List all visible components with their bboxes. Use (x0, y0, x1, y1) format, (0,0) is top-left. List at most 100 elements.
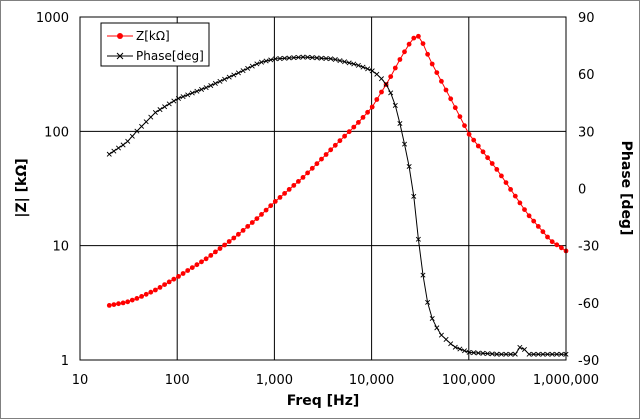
phase-data-point (203, 85, 209, 91)
z-data-point (471, 137, 477, 143)
right-y-tick-label: -60 (578, 297, 599, 312)
z-data-point (291, 183, 297, 188)
phase-data-point (258, 59, 265, 65)
phase-data-point (406, 163, 412, 169)
z-data-point (134, 296, 140, 301)
z-data-point (420, 41, 426, 46)
z-data-point (434, 70, 440, 75)
phase-data-point (471, 350, 477, 356)
z-data-point (213, 249, 218, 255)
left-y-tick-label: 100 (44, 125, 69, 140)
phase-data-point (545, 351, 551, 357)
z-data-point (300, 175, 306, 180)
phase-data-point (480, 350, 486, 356)
legend: Z[kΩ] Phase[deg] (100, 22, 210, 67)
z-data-point (508, 187, 513, 192)
phase-data-point (374, 71, 380, 77)
z-data-point (249, 220, 255, 225)
right-y-tick-label: -30 (578, 240, 599, 255)
phase-data-point (466, 349, 472, 355)
axis-labels: 10 100 1,000 10,000 100,000 1,000,00011010010… (36, 11, 599, 388)
phase-data-point (240, 68, 246, 74)
z-data-point (392, 65, 398, 71)
phase-data-point (318, 55, 325, 61)
phase-data-point (305, 54, 311, 60)
series-line-phase (109, 56, 566, 355)
z-data-point (480, 149, 486, 155)
phase-data-point (512, 351, 518, 357)
z-data-point (189, 265, 195, 270)
phase-data-point (452, 344, 458, 350)
phase-data-point (485, 351, 491, 357)
phase-data-point (498, 351, 504, 357)
z-data-point (517, 200, 523, 206)
plot-area-frame (79, 16, 567, 361)
phase-data-point (222, 76, 228, 82)
z-data-point (157, 285, 163, 290)
phase-data-point (231, 72, 237, 78)
right-y-tick-label: 90 (578, 11, 595, 26)
phase-data-point (351, 61, 357, 67)
z-data-point (429, 61, 435, 67)
z-data-point (365, 109, 370, 115)
legend-z-label: Z[kΩ] (136, 29, 170, 43)
phase-data-point (369, 68, 375, 74)
phase-data-point (143, 119, 149, 125)
phase-data-point (166, 101, 172, 107)
z-data-point (545, 234, 550, 240)
phase-data-point (194, 88, 200, 94)
z-data-point (245, 224, 251, 229)
z-data-point (559, 245, 564, 251)
phase-data-point (226, 74, 232, 80)
phase-data-point (272, 56, 278, 62)
z-data-point (166, 279, 172, 285)
phase-data-point (300, 54, 306, 60)
right-y-tick-label: 0 (578, 183, 586, 198)
phase-data-point (383, 81, 389, 87)
phase-data-point (337, 58, 343, 64)
series-layer (106, 33, 569, 357)
z-data-point (379, 89, 384, 95)
x-axis-title: Freq [Hz] (287, 393, 360, 409)
phase-data-point (425, 299, 431, 305)
phase-data-point (125, 138, 131, 144)
phase-data-point (540, 351, 546, 357)
left-y-axis-title: |Z| [kΩ] (14, 158, 30, 217)
z-data-point (535, 224, 541, 229)
z-data-point (208, 253, 214, 258)
phase-data-point (521, 346, 527, 352)
phase-data-point (360, 64, 366, 70)
z-data-point (397, 57, 403, 62)
phase-data-point (434, 325, 440, 331)
phase-data-point (208, 83, 214, 89)
phase-data-point (111, 148, 117, 154)
z-data-point (263, 207, 269, 213)
phase-data-point (212, 80, 218, 86)
phase-data-point (508, 351, 514, 357)
z-data-point (512, 193, 518, 199)
z-data-point (489, 161, 495, 166)
legend-phase-label: Phase[deg] (136, 49, 204, 63)
z-data-point (332, 142, 338, 148)
z-data-point (125, 299, 131, 305)
z-data-point (217, 246, 223, 251)
left-y-tick-label: 1000 (36, 11, 69, 26)
z-data-point (369, 104, 375, 110)
phase-data-point (549, 351, 555, 357)
z-data-point (231, 235, 237, 241)
z-data-point (153, 287, 158, 293)
z-data-point (286, 187, 292, 192)
left-y-tick-label: 10 (52, 240, 69, 255)
phase-data-point (152, 110, 158, 116)
phase-data-point (323, 55, 329, 61)
z-data-point (148, 289, 154, 295)
z-data-point (319, 156, 324, 162)
phase-data-point (268, 57, 274, 63)
phase-data-point (245, 65, 251, 71)
z-data-point (522, 207, 527, 213)
phase-data-point (157, 107, 163, 113)
z-data-point (222, 242, 228, 248)
phase-data-point (148, 114, 154, 120)
